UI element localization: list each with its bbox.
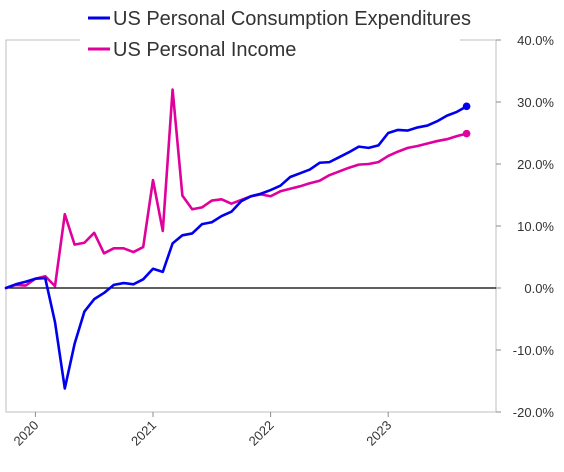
x-tick-label: 2022	[246, 418, 277, 449]
x-tick-label: 2023	[363, 418, 394, 449]
legend-label: US Personal Income	[113, 39, 296, 61]
x-tick-label: 2021	[128, 418, 159, 449]
series-endpoint-us-personal-consumption-expenditures	[462, 102, 471, 111]
x-axis-ticks: 2020 2021 2022 2023	[10, 412, 394, 449]
legend-background	[80, 4, 460, 66]
plot-area-border	[5, 39, 497, 413]
y-tick-label: 10.0%	[517, 219, 554, 234]
y-tick-label: -10.0%	[513, 343, 555, 358]
y-tick-label: -20.0%	[513, 405, 555, 420]
y-tick-label: 20.0%	[517, 157, 554, 172]
series-line-us-personal-consumption-expenditures	[4, 105, 468, 390]
y-tick-label: 30.0%	[517, 95, 554, 110]
y-tick-label: 40.0%	[517, 33, 554, 48]
series-layer	[4, 88, 471, 390]
series-line-us-personal-income	[4, 88, 468, 290]
y-tick-label: 0.0%	[524, 281, 554, 296]
series-endpoint-us-personal-income	[462, 129, 471, 138]
y-axis-ticks: 40.0% 30.0% 20.0% 10.0% 0.0% -10.0% -20.0%	[496, 33, 554, 420]
axes	[5, 39, 497, 413]
legend-label: US Personal Consumption Expenditures	[113, 8, 471, 30]
x-tick-label: 2020	[10, 418, 41, 449]
legend: US Personal Consumption Expenditures US P…	[80, 4, 471, 66]
